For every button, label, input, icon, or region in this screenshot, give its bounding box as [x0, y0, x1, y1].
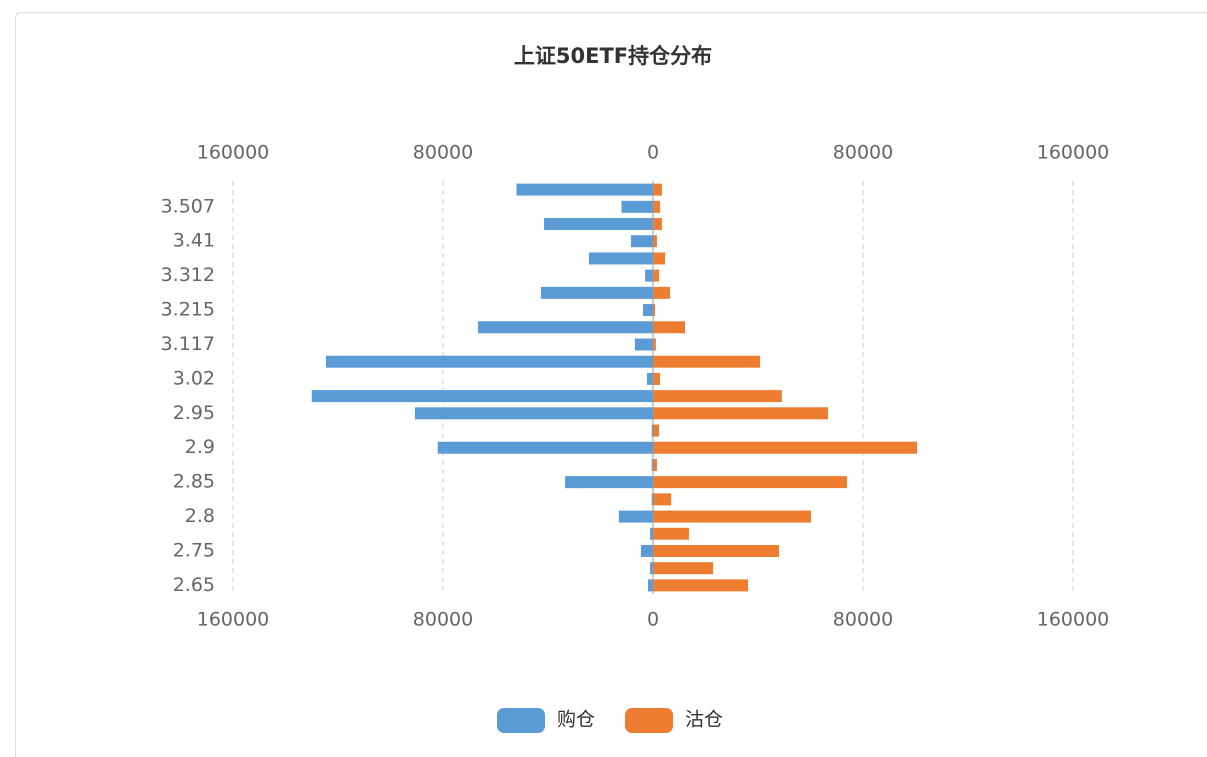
- bar: [648, 579, 653, 592]
- bar: [325, 355, 653, 368]
- bar: [540, 286, 653, 299]
- y-tick-label: 3.215: [161, 299, 215, 321]
- bar: [565, 476, 653, 489]
- x-tick-label-bottom: 80000: [413, 609, 473, 631]
- y-tick-label: 3.02: [173, 367, 215, 389]
- bar: [653, 252, 666, 265]
- bar: [653, 321, 686, 334]
- bar: [646, 372, 653, 385]
- bar: [653, 183, 662, 196]
- x-tick-label-bottom: 0: [647, 609, 659, 631]
- bar: [653, 235, 657, 248]
- bar: [653, 562, 714, 575]
- y-tick-label: 2.85: [173, 471, 215, 493]
- legend-label: 购仓: [557, 709, 595, 731]
- bar: [653, 390, 782, 403]
- bar: [437, 441, 653, 454]
- bar: [630, 235, 653, 248]
- x-tick-label-top: 80000: [413, 142, 473, 164]
- bar: [516, 183, 653, 196]
- bar: [653, 338, 656, 351]
- bar: [621, 200, 653, 213]
- bar: [653, 269, 660, 282]
- x-tick-label-top: 160000: [1037, 142, 1110, 164]
- bar: [653, 200, 661, 213]
- bar: [653, 286, 671, 299]
- bar: [653, 407, 829, 420]
- y-tick-label: 2.95: [173, 402, 215, 424]
- bar: [640, 544, 653, 557]
- bar: [650, 527, 653, 540]
- y-tick-label: 3.312: [161, 264, 215, 286]
- x-tick-label-bottom: 160000: [1037, 609, 1110, 631]
- bar: [643, 304, 653, 317]
- x-tick-label-bottom: 160000: [197, 609, 270, 631]
- bar: [653, 424, 660, 437]
- card: [15, 12, 1207, 757]
- bar: [653, 218, 662, 231]
- bar: [311, 390, 653, 403]
- x-tick-label-top: 0: [647, 142, 659, 164]
- x-tick-label-bottom: 80000: [833, 609, 893, 631]
- legend-label: 沽仓: [685, 709, 723, 731]
- x-tick-label-top: 160000: [197, 142, 270, 164]
- x-tick-label-top: 80000: [833, 142, 893, 164]
- bar: [634, 338, 653, 351]
- bar: [653, 510, 812, 523]
- y-tick-label: 3.117: [161, 333, 215, 355]
- bar: [653, 304, 656, 317]
- bar: [653, 372, 661, 385]
- bar: [653, 527, 689, 540]
- bar: [653, 579, 749, 592]
- bar: [645, 269, 653, 282]
- bar: [651, 458, 653, 471]
- bar: [414, 407, 653, 420]
- y-tick-label: 2.8: [185, 505, 215, 527]
- y-tick-label: 3.41: [173, 230, 215, 252]
- bar: [653, 493, 672, 506]
- y-tick-label: 3.507: [161, 195, 215, 217]
- bar: [651, 493, 653, 506]
- bar: [650, 562, 653, 575]
- y-tick-label: 2.65: [173, 574, 215, 596]
- bar: [477, 321, 653, 334]
- legend-swatch[interactable]: [497, 708, 545, 733]
- bar: [618, 510, 653, 523]
- bar: [544, 218, 653, 231]
- bar: [653, 476, 847, 489]
- y-tick-label: 2.9: [185, 436, 215, 458]
- y-tick-label: 2.75: [173, 539, 215, 561]
- chart-title: 上证50ETF持仓分布: [514, 44, 712, 68]
- bar: [651, 424, 653, 437]
- bar: [653, 544, 779, 557]
- bar: [653, 458, 657, 471]
- bar: [588, 252, 653, 265]
- legend-swatch[interactable]: [625, 708, 673, 733]
- bar: [653, 441, 918, 454]
- bar: [653, 355, 761, 368]
